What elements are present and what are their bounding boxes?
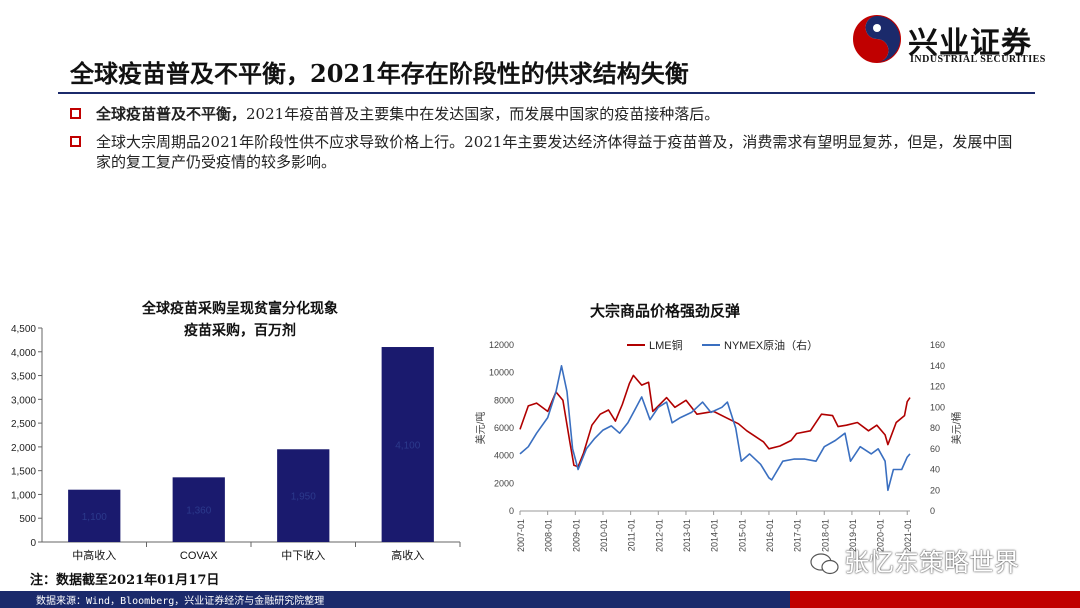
legend-label: LME铜 [649,338,683,352]
y-left-tick-label: 12000 [489,340,514,350]
footer-source: 数据来源：Wind，Bloomberg，兴业证券经济与金融研究院整理 [36,596,325,607]
y-tick-label: 3,000 [11,395,36,406]
commodity-line-chart: 0 2000 4000 6000 8000 10000 12000 0 20 40 60 80 100 1… [474,338,963,552]
x-tick-label: 2013-01 [682,519,692,552]
x-tick-label: 2011-01 [627,519,637,551]
y-tick-label: 2,000 [11,443,36,454]
bullet-list: 全球疫苗普及不平衡，2021年疫苗普及主要集中在发达国家，而发展中国家的疫苗接种… [70,104,1020,180]
data-note: 注：数据截至2021年01月17日 [30,573,220,588]
y-right-tick-label: 160 [930,340,945,350]
legend-label: NYMEX原油（右） [724,338,818,352]
y-right-tick-label: 20 [930,485,940,495]
bar [68,489,121,542]
brand-logo: 兴业证券 INDUSTRIAL SECURITIES [852,14,1067,66]
y-right-tick-label: 100 [930,402,945,412]
x-tick-label: 2008-01 [544,519,554,552]
y-tick-label: 4,500 [11,324,36,335]
line-chart-title: 大宗商品价格强劲反弹 [589,302,740,320]
x-tick-label: 2018-01 [820,519,830,552]
series-line-copper [519,374,911,468]
y-left-tick-label: 6000 [494,423,514,433]
page-title: 全球疫苗普及不平衡，2021年存在阶段性的供求结构失衡 [70,59,689,88]
brand-emblem-icon [853,15,901,63]
watermark: 张忆东策略世界 [810,543,1019,579]
x-tick-label: 2019-01 [848,519,858,552]
x-tick-label: 2017-01 [793,519,803,552]
bar [172,477,225,542]
bullet-item: 全球大宗周期品2021年阶段性供不应求导致价格上行。2021年主要发达经济体得益… [70,132,1020,172]
bar-chart-title: 全球疫苗采购呈现贫富分化现象 [142,301,338,317]
bar [381,347,434,542]
bullet-lead: 全球疫苗普及不平衡， [96,105,247,123]
x-tick-label: COVAX [180,550,218,562]
y-left-tick-label: 8000 [494,395,514,405]
x-tick-label: 2010-01 [599,519,609,552]
y-left-tick-label: 2000 [494,478,514,488]
y-tick-label: 1,500 [11,467,36,478]
bullet-item: 全球疫苗普及不平衡，2021年疫苗普及主要集中在发达国家，而发展中国家的疫苗接种… [70,104,1020,124]
y-right-tick-label: 0 [930,506,935,516]
watermark-text: 张忆东策略世界 [844,548,1020,577]
bullet-text: 2021年疫苗普及主要集中在发达国家，而发展中国家的疫苗接种落后。 [246,105,720,123]
bar-data-label: 4,100 [395,441,420,452]
bullet-square-icon [70,136,81,147]
y-left-tick-label: 0 [509,506,514,516]
y-left-axis-label: 美元/吨 [474,412,487,445]
y-tick-label: 3,500 [11,372,36,383]
x-tick-label: 中下收入 [281,548,325,562]
x-tick-label: 中高收入 [72,548,116,562]
x-tick-label: 2015-01 [737,519,747,552]
y-right-tick-label: 120 [930,382,945,392]
footer-accent [790,591,1080,608]
title-divider [58,92,1035,94]
brand-name-en: INDUSTRIAL SECURITIES [910,54,1046,65]
brand-name-cn: 兴业证券 [908,26,1032,61]
x-tick-label: 2021-01 [903,519,913,552]
bar [277,449,330,542]
series-line-oil [519,364,911,492]
bullet-square-icon [70,108,81,119]
bullet-text: 全球大宗周期品2021年阶段性供不应求导致价格上行。2021年主要发达经济体得益… [96,133,1013,171]
y-left-tick-label: 4000 [494,451,514,461]
y-right-tick-label: 40 [930,465,940,475]
x-tick-label: 2007-01 [516,519,526,552]
y-right-tick-label: 80 [930,423,940,433]
y-tick-label: 2,500 [11,419,36,430]
x-tick-label: 2009-01 [571,519,581,552]
wechat-icon [810,553,839,575]
y-tick-label: 1,000 [11,490,36,501]
bar-data-label: 1,360 [186,506,211,517]
y-tick-label: 0 [30,538,36,549]
x-tick-label: 高收入 [391,548,424,562]
x-tick-label: 2014-01 [710,519,720,552]
x-tick-label: 2020-01 [876,519,886,552]
x-tick-label: 2012-01 [654,519,664,552]
y-right-tick-label: 60 [930,444,940,454]
bar-chart-titles: 全球疫苗采购呈现贫富分化现象 疫苗采购，百万剂 [40,298,440,342]
y-right-axis-label: 美元/桶 [950,412,963,445]
bar-chart-subtitle: 疫苗采购，百万剂 [184,323,296,339]
vaccine-bar-chart: 0 500 1,000 1,500 2,000 2,500 3,000 3,500 4,000 4… [11,324,461,562]
x-tick-label: 2016-01 [765,519,775,552]
bar-data-label: 1,950 [291,492,316,503]
y-tick-label: 500 [19,514,36,525]
bar-data-label: 1,100 [82,512,107,523]
y-left-tick-label: 10000 [489,368,514,378]
y-tick-label: 4,000 [11,348,36,359]
y-right-tick-label: 140 [930,361,945,371]
